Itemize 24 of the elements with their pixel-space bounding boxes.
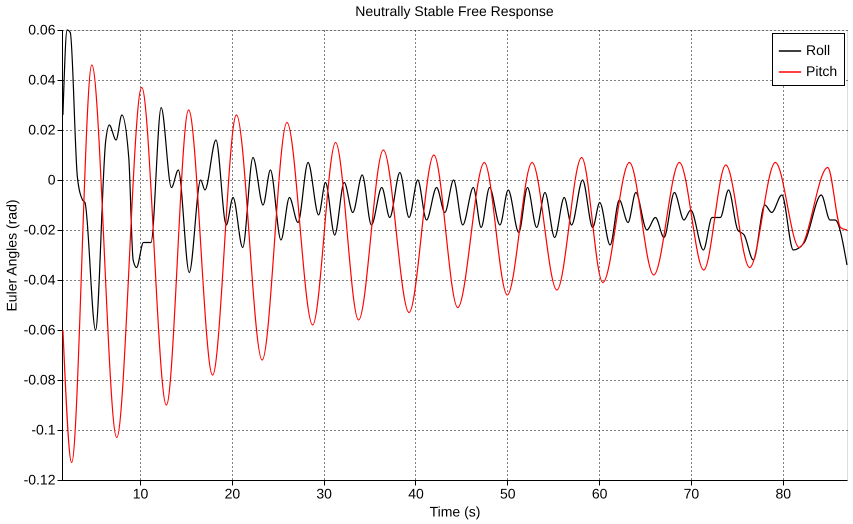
x-tick-label: 50 xyxy=(500,486,516,502)
y-tick-label: -0.04 xyxy=(24,272,56,288)
y-tick-label: -0.12 xyxy=(24,472,56,488)
y-axis-title: Euler Angles (rad) xyxy=(4,199,20,312)
y-tick-label: 0.06 xyxy=(28,22,56,38)
chart-title: Neutrally Stable Free Response xyxy=(355,3,554,19)
x-tick-label: 30 xyxy=(316,486,332,502)
y-tick-label: -0.02 xyxy=(24,222,56,238)
y-tick-label: 0.02 xyxy=(28,122,56,138)
x-axis-title: Time (s) xyxy=(430,504,480,520)
x-tick-label: 20 xyxy=(224,486,240,502)
y-tick-label: -0.08 xyxy=(24,372,56,388)
x-tick-label: 60 xyxy=(592,486,608,502)
x-tick-label: 80 xyxy=(775,486,792,502)
y-tick-label: -0.1 xyxy=(31,422,56,438)
y-tick-label: 0 xyxy=(48,172,56,188)
y-tick-label: -0.06 xyxy=(24,322,56,338)
x-tick-label: 10 xyxy=(132,486,149,502)
line-series xyxy=(62,64,848,464)
x-tick-label: 40 xyxy=(408,486,424,502)
x-tick-label: 70 xyxy=(684,486,700,502)
legend-label: Roll xyxy=(806,42,830,58)
legend-label: Pitch xyxy=(806,63,838,79)
y-tick-label: 0.04 xyxy=(28,72,56,88)
